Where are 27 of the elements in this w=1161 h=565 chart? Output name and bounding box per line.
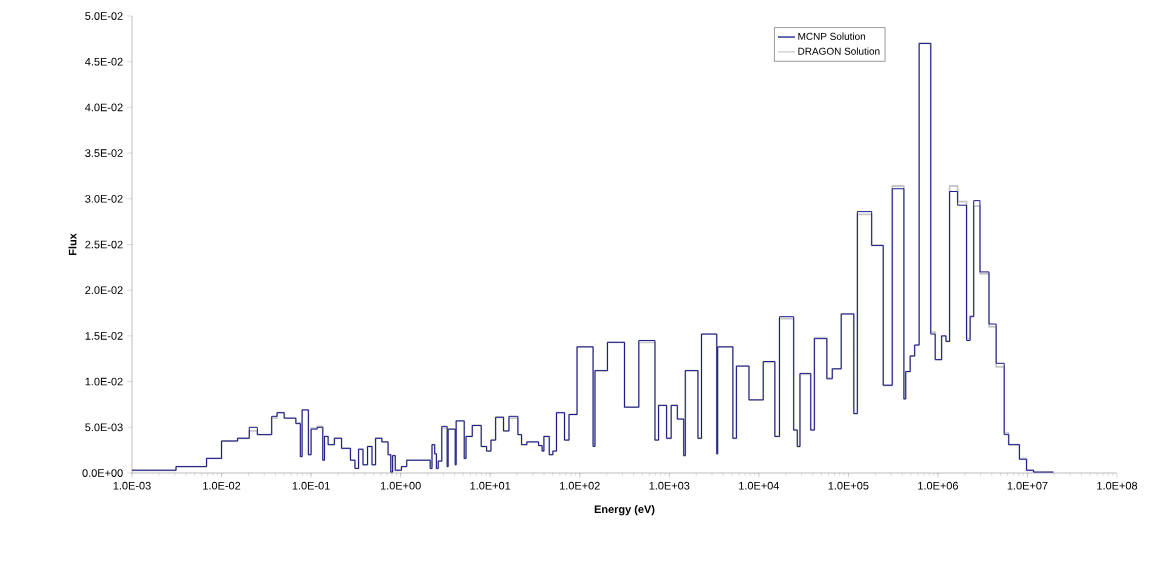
y-tick-label: 3.0E-02 [85, 194, 123, 203]
x-tick-label: 1.0E+06 [918, 481, 958, 490]
y-tick-label: 3.5E-02 [85, 149, 123, 157]
x-tick-label: 1.0E-01 [292, 481, 330, 490]
x-tick-label: 1.0E+00 [380, 481, 421, 490]
y-tick-label: 5.0E-02 [85, 12, 123, 20]
x-axis-title: Energy (eV) [594, 505, 655, 516]
x-tick-label: 1.0E+04 [739, 481, 780, 490]
x-tick-label: 1.0E+03 [649, 481, 690, 490]
x-tick-label: 1.0E-02 [203, 481, 241, 490]
y-tick-label: 2.5E-02 [85, 240, 123, 249]
x-tick-label: 1.0E+01 [470, 481, 511, 490]
x-tick-label: 1.0E-03 [113, 481, 151, 490]
y-tick-label: 1.0E-02 [85, 377, 123, 386]
x-tick-label: 1.0E+02 [559, 481, 600, 490]
x-tick-label: 1.0E+08 [1097, 481, 1138, 490]
y-tick-label: 1.5E-02 [85, 332, 123, 340]
legend-label: DRAGON Solution [798, 47, 880, 55]
y-axis-title: Flux [68, 233, 77, 256]
legend-label: MCNP Solution [798, 32, 866, 40]
x-tick-label: 1.0E+07 [1007, 481, 1048, 490]
x-tick-label: 1.0E+05 [828, 481, 869, 490]
y-tick-label: 4.0E-02 [85, 103, 123, 112]
y-tick-label: 4.5E-02 [85, 57, 123, 66]
y-tick-label: 0.0E+00 [82, 469, 123, 477]
y-tick-label: 2.0E-02 [85, 286, 123, 295]
y-tick-label: 5.0E-03 [85, 423, 123, 432]
